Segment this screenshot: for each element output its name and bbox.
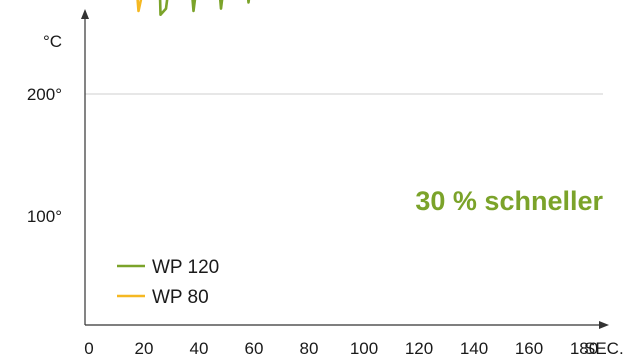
x-tick-label: 120 (405, 339, 433, 358)
axes (81, 9, 609, 329)
x-tick-label: 180 (570, 339, 598, 358)
legend: WP 120 WP 80 (117, 257, 219, 308)
chart-annotation: 30 % schneller (415, 186, 603, 216)
x-tick-labels: 0 20 40 60 80 100 120 140 160 180 (84, 339, 598, 358)
x-tick-label: 80 (300, 339, 319, 358)
series-lines (136, 0, 251, 16)
x-tick-label: 20 (135, 339, 154, 358)
legend-label: WP 120 (152, 257, 219, 278)
y-tick-label: 100° (27, 207, 62, 226)
x-tick-label: 60 (245, 339, 264, 358)
x-axis-unit: SEC. (584, 339, 624, 358)
series-line-wp120 (158, 0, 251, 16)
y-tick-labels: 100°200°300°400° (27, 85, 62, 226)
gridlines (85, 93, 603, 95)
x-tick-label: 40 (190, 339, 209, 358)
x-tick-label: 0 (84, 339, 93, 358)
x-tick-label: 160 (515, 339, 543, 358)
x-tick-label: 140 (460, 339, 488, 358)
x-tick-label: 100 (350, 339, 378, 358)
series-line-wp80 (136, 0, 143, 13)
y-tick-label: 200° (27, 85, 62, 104)
y-axis-unit: °C (43, 32, 62, 51)
x-axis-arrow (599, 321, 609, 329)
y-axis-arrow (81, 9, 89, 19)
legend-label: WP 80 (152, 287, 209, 308)
